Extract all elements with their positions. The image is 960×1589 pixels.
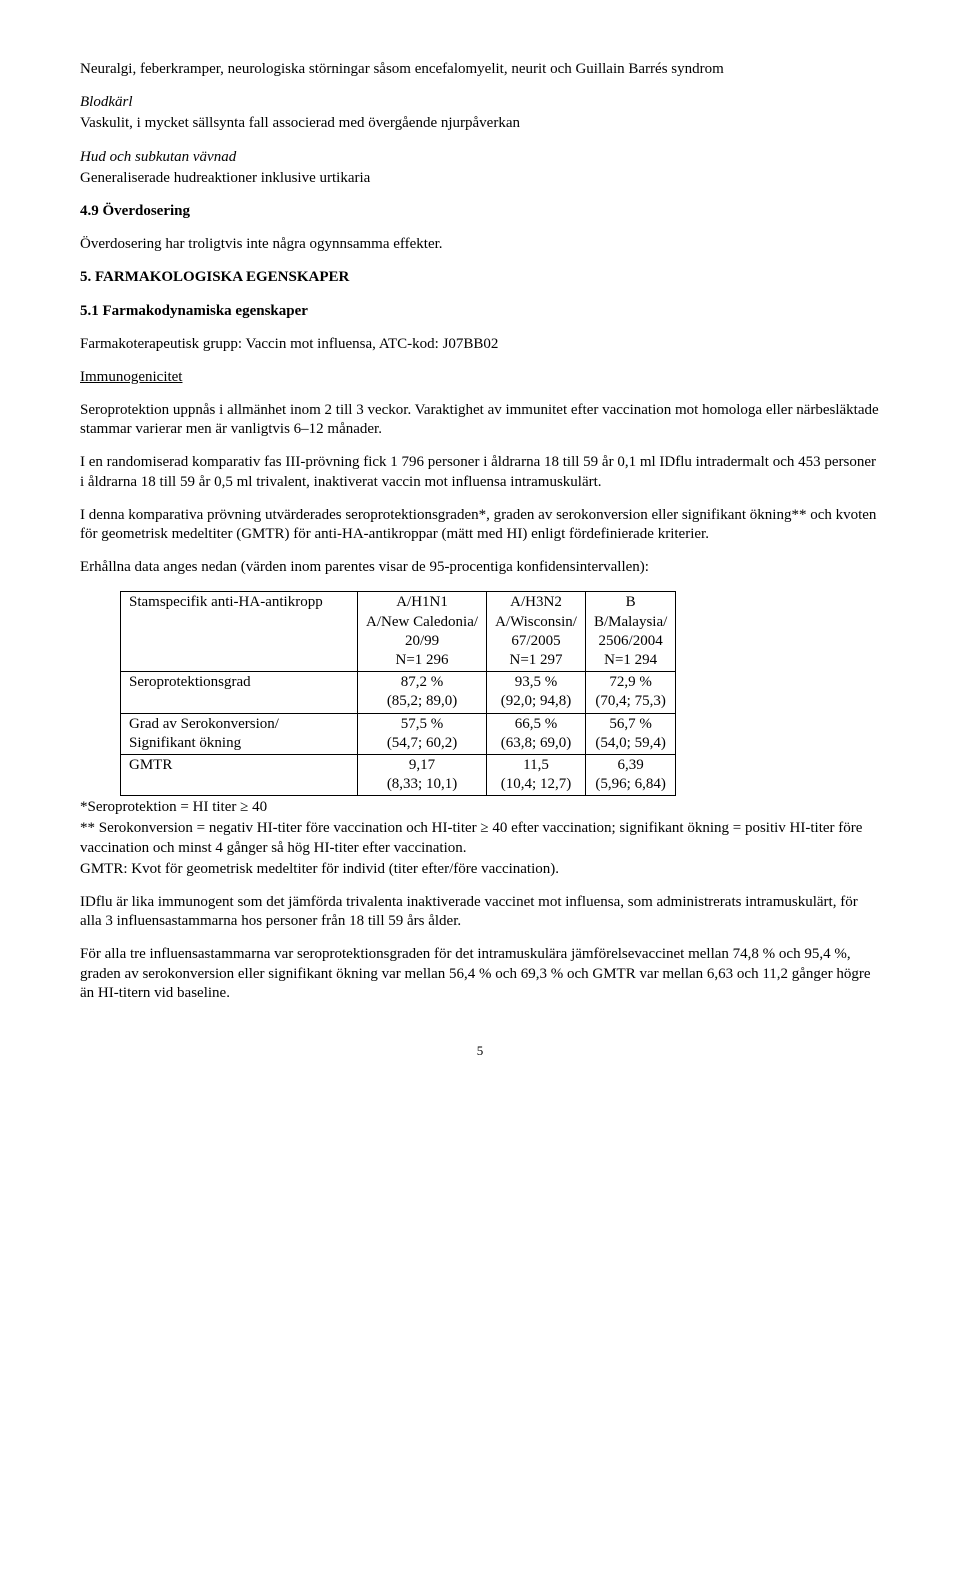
table-header-cell: A/H3N2 A/Wisconsin/ 67/2005 N=1 297 — [487, 592, 586, 672]
cell-line: (92,0; 94,8) — [495, 692, 577, 711]
cell-line: 87,2 % — [366, 673, 478, 692]
data-table: Stamspecifik anti-HA-antikropp A/H1N1 A/… — [120, 591, 676, 796]
cell-line: (85,2; 89,0) — [366, 692, 478, 711]
cell-line: (63,8; 69,0) — [495, 734, 577, 753]
page-number: 5 — [80, 1043, 880, 1060]
table-cell: 93,5 % (92,0; 94,8) — [487, 672, 586, 713]
footnote: *Seroprotektion = HI titer ≥ 40 — [80, 798, 880, 817]
footnote: GMTR: Kvot för geometrisk medeltiter för… — [80, 860, 880, 879]
cell-line: 9,17 — [366, 756, 478, 775]
cell-line: Grad av Serokonversion/ — [129, 715, 349, 734]
cell-line: N=1 294 — [594, 651, 667, 670]
cell-line: B — [594, 593, 667, 612]
table-header-cell: A/H1N1 A/New Caledonia/ 20/99 N=1 296 — [358, 592, 487, 672]
cell-line: 72,9 % — [594, 673, 667, 692]
cell-line: (10,4; 12,7) — [495, 775, 577, 794]
cell-line: Signifikant ökning — [129, 734, 349, 753]
table-cell: 11,5 (10,4; 12,7) — [487, 754, 586, 795]
paragraph: Överdosering har troligtvis inte några o… — [80, 235, 880, 254]
cell-line: (70,4; 75,3) — [594, 692, 667, 711]
subheading-hud: Hud och subkutan vävnad — [80, 148, 880, 167]
paragraph: Generaliserade hudreaktioner inklusive u… — [80, 169, 880, 188]
paragraph: Farmakoterapeutisk grupp: Vaccin mot inf… — [80, 335, 880, 354]
table-cell: 57,5 % (54,7; 60,2) — [358, 713, 487, 754]
cell-line: 56,7 % — [594, 715, 667, 734]
heading-4-9: 4.9 Överdosering — [80, 202, 880, 221]
table-row: Grad av Serokonversion/ Signifikant ökni… — [121, 713, 676, 754]
paragraph: I denna komparativa prövning utvärderade… — [80, 506, 880, 544]
table-cell: 9,17 (8,33; 10,1) — [358, 754, 487, 795]
cell-line: B/Malaysia/ — [594, 613, 667, 632]
table-header-cell: B B/Malaysia/ 2506/2004 N=1 294 — [585, 592, 675, 672]
cell-line: A/Wisconsin/ — [495, 613, 577, 632]
footnote: ** Serokonversion = negativ HI-titer för… — [80, 819, 880, 857]
table-cell: GMTR — [121, 754, 358, 795]
paragraph: Vaskulit, i mycket sällsynta fall associ… — [80, 114, 880, 133]
table-cell: 66,5 % (63,8; 69,0) — [487, 713, 586, 754]
cell-line: 20/99 — [366, 632, 478, 651]
cell-line: N=1 297 — [495, 651, 577, 670]
table-cell: 72,9 % (70,4; 75,3) — [585, 672, 675, 713]
cell-line: 57,5 % — [366, 715, 478, 734]
cell-line: A/H1N1 — [366, 593, 478, 612]
paragraph: IDflu är lika immunogent som det jämförd… — [80, 893, 880, 931]
table-row: GMTR 9,17 (8,33; 10,1) 11,5 (10,4; 12,7)… — [121, 754, 676, 795]
paragraph: Seroprotektion uppnås i allmänhet inom 2… — [80, 401, 880, 439]
table-cell: Seroprotektionsgrad — [121, 672, 358, 713]
table-row: Seroprotektionsgrad 87,2 % (85,2; 89,0) … — [121, 672, 676, 713]
heading-5-1: 5.1 Farmakodynamiska egenskaper — [80, 302, 880, 321]
cell-line: (54,0; 59,4) — [594, 734, 667, 753]
cell-line: 67/2005 — [495, 632, 577, 651]
heading-5: 5. FARMAKOLOGISKA EGENSKAPER — [80, 268, 880, 287]
cell-line: (54,7; 60,2) — [366, 734, 478, 753]
paragraph: I en randomiserad komparativ fas III-prö… — [80, 453, 880, 491]
cell-line: 66,5 % — [495, 715, 577, 734]
cell-line: 11,5 — [495, 756, 577, 775]
paragraph: Erhållna data anges nedan (värden inom p… — [80, 558, 880, 577]
table-header-row: Stamspecifik anti-HA-antikropp A/H1N1 A/… — [121, 592, 676, 672]
cell-line: 6,39 — [594, 756, 667, 775]
table-cell: 87,2 % (85,2; 89,0) — [358, 672, 487, 713]
table-cell: 56,7 % (54,0; 59,4) — [585, 713, 675, 754]
cell-line: 2506/2004 — [594, 632, 667, 651]
subheading-immunogenicitet: Immunogenicitet — [80, 368, 880, 387]
table-cell: Grad av Serokonversion/ Signifikant ökni… — [121, 713, 358, 754]
cell-line: (5,96; 6,84) — [594, 775, 667, 794]
cell-line: (8,33; 10,1) — [366, 775, 478, 794]
table-header-cell: Stamspecifik anti-HA-antikropp — [121, 592, 358, 672]
cell-line: 93,5 % — [495, 673, 577, 692]
cell-line: A/H3N2 — [495, 593, 577, 612]
cell-line: N=1 296 — [366, 651, 478, 670]
table-cell: 6,39 (5,96; 6,84) — [585, 754, 675, 795]
cell-line: A/New Caledonia/ — [366, 613, 478, 632]
paragraph: Neuralgi, feberkramper, neurologiska stö… — [80, 60, 880, 79]
subheading-blodkarl: Blodkärl — [80, 93, 880, 112]
paragraph: För alla tre influensastammarna var sero… — [80, 945, 880, 1003]
